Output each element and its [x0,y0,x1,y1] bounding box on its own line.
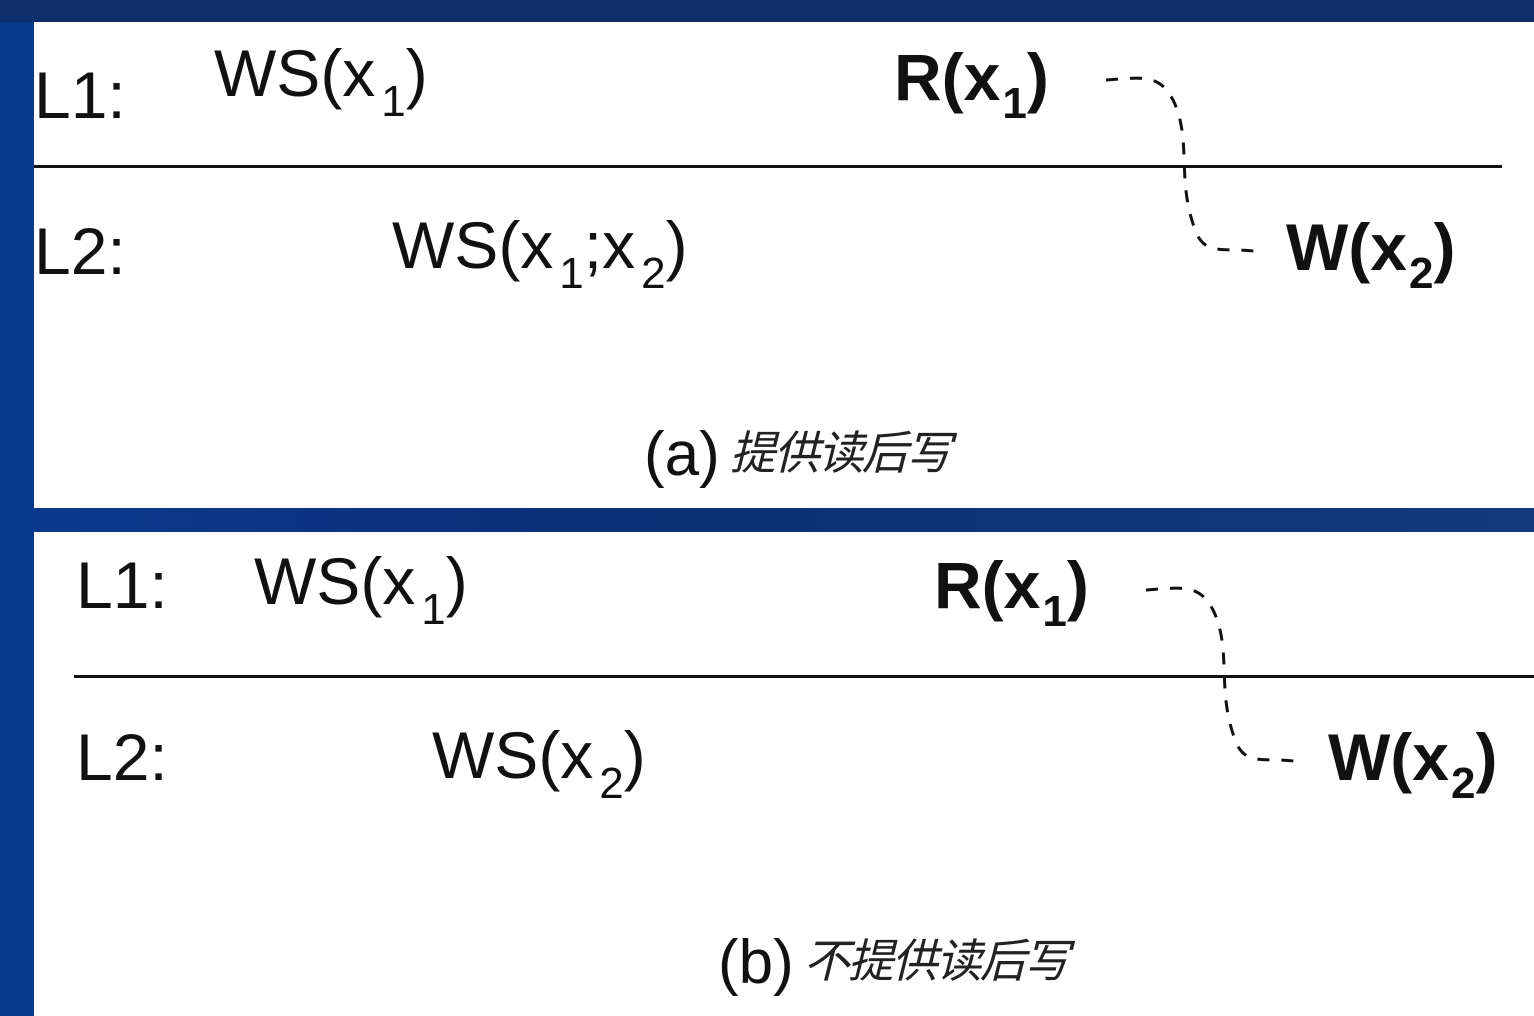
level-divider-line [34,165,1502,168]
l1-write-set-close: ) [405,36,428,110]
l2-write-op-text: W(x [1286,210,1407,284]
l1-write-set-text: WS(x [214,36,376,110]
panel-a-caption: (a) 提供读后写 [644,424,952,486]
handwritten-annotation: 不提供读后写 [803,934,1070,988]
l2-write-op-subscript: 2 [1408,249,1434,298]
l2-write-set-text: WS(x [392,208,554,282]
l2-write-op: W(x2) [1286,214,1455,296]
l2-write-op-subscript: 2 [1450,759,1476,808]
l2-write-op-close: ) [1433,210,1456,284]
caption-label: (a) [644,420,720,489]
l1-write-set-close: ) [445,544,468,618]
l2-write-set-subscript: 2 [599,759,624,808]
level-divider-line [74,675,1534,678]
l1-read-op-text: R(x [894,40,1001,114]
diagram-panel-a: L1: WS(x 1) R(x1) L2: WS(x 1;x 2) W(x2) (a)… [34,22,1534,508]
l2-label: L2: [76,720,168,794]
l2-write-set-close: ) [665,208,688,282]
l1-read-op-subscript: 1 [1042,587,1067,636]
diagram-panel-b: L1: WS(x 1) R(x1) L2: WS(x 2) W(x2) (b) 不提供… [34,532,1534,1016]
l2-write-op: W(x2) [1328,724,1497,806]
panel-b-caption: (b) 不提供读后写 [718,932,1070,994]
l2-write-set-mid: ;x [583,208,636,282]
l1-write-set: WS(x 1) [254,548,468,632]
l2-label: L2: [34,214,126,288]
l2-write-op-close: ) [1475,720,1498,794]
l2-write-set: WS(x 1;x 2) [392,212,688,296]
l2-write-op-text: W(x [1328,720,1449,794]
l2-write-set-subscript-2: 2 [641,249,666,298]
dependency-dashed-connector [1105,76,1261,254]
l2-write-set-close: ) [623,718,646,792]
l2-write-set-text: WS(x [432,718,594,792]
l1-write-set-subscript: 1 [421,585,446,634]
l1-read-op-close: ) [1026,40,1049,114]
slide-top-border [0,0,1534,22]
l1-read-op-subscript: 1 [1002,79,1027,128]
dependency-dashed-connector [1145,586,1301,764]
l1-write-set-text: WS(x [254,544,416,618]
l1-read-op-close: ) [1066,548,1089,622]
l2-write-set: WS(x 2) [432,722,646,806]
caption-label: (b) [718,928,794,997]
l1-read-op: R(x1) [934,552,1089,634]
l1-label: L1: [76,548,168,622]
l2-write-set-subscript-1: 1 [559,249,584,298]
l1-label: L1: [34,58,126,132]
l1-write-set: WS(x 1) [214,40,428,124]
l1-write-set-subscript: 1 [381,77,406,126]
l1-read-op: R(x1) [894,44,1049,126]
l1-read-op-text: R(x [934,548,1041,622]
handwritten-annotation: 提供读后写 [729,426,952,480]
